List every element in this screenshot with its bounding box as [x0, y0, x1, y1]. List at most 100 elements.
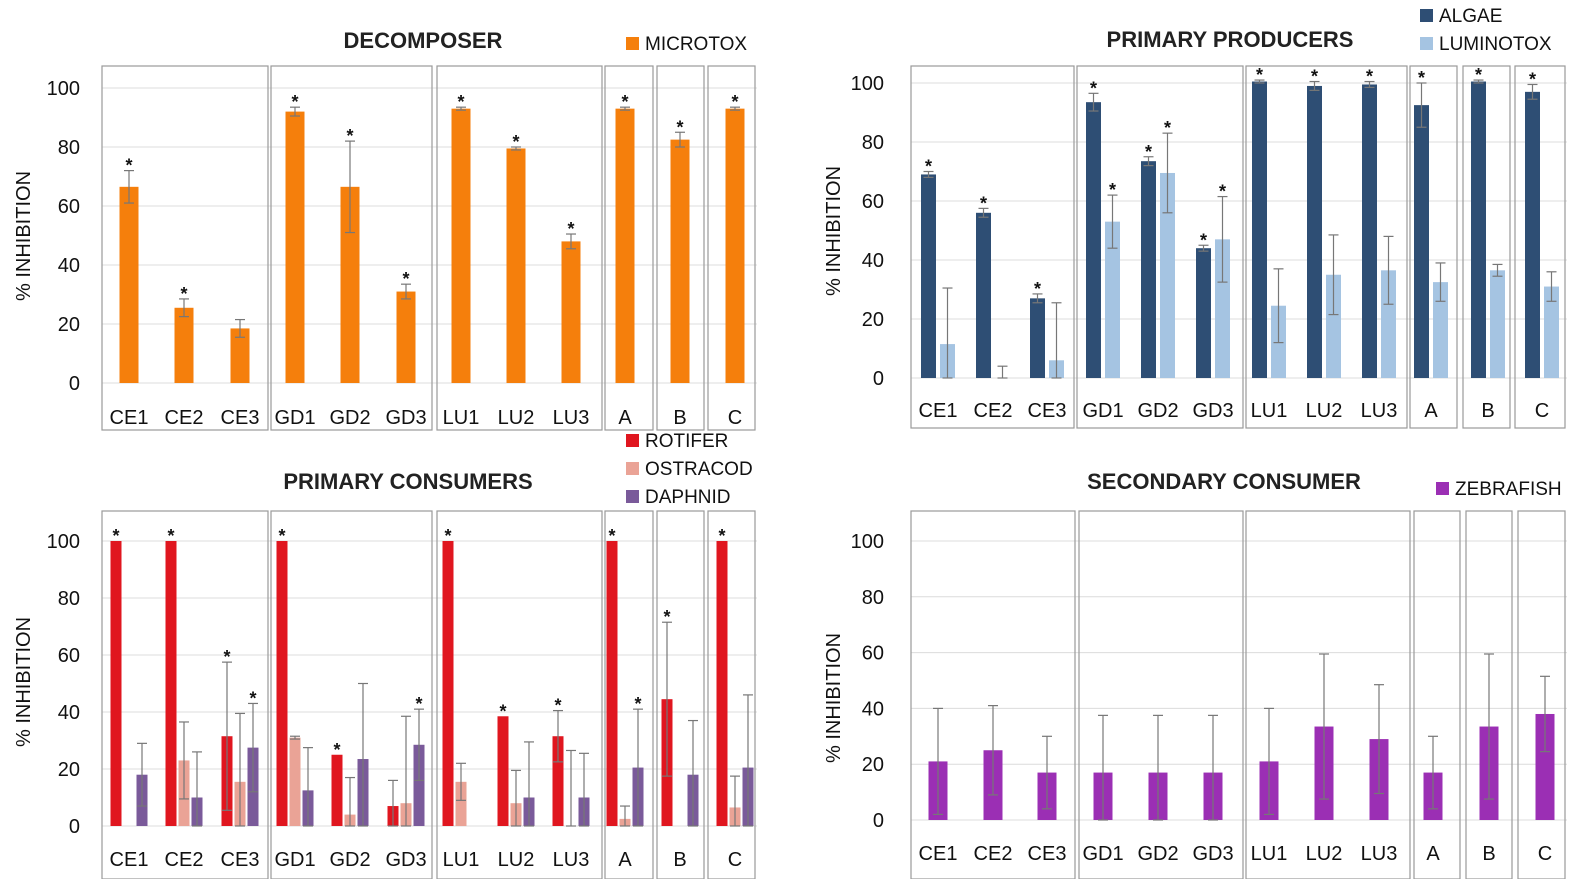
- significance-marker: *: [1109, 180, 1116, 200]
- significance-marker: *: [415, 694, 422, 714]
- significance-marker: *: [180, 284, 187, 304]
- x-tick-label: CE1: [110, 849, 149, 871]
- x-tick-label: LU1: [443, 849, 480, 871]
- y-tick-label: 20: [862, 754, 884, 776]
- x-tick-label: GD2: [1137, 843, 1178, 865]
- y-tick-label: 60: [58, 645, 80, 667]
- significance-marker: *: [608, 526, 615, 546]
- significance-marker: *: [1418, 68, 1425, 88]
- x-tick-label: LU2: [498, 407, 535, 429]
- y-tick-label: 0: [69, 373, 80, 395]
- bar: [1141, 161, 1156, 378]
- significance-marker: *: [278, 526, 285, 546]
- y-tick-label: 100: [851, 73, 884, 95]
- significance-marker: *: [512, 132, 519, 152]
- group-frame: [436, 510, 603, 879]
- group-frame: [1245, 510, 1411, 879]
- bar: [1326, 274, 1341, 378]
- significance-marker: *: [1164, 118, 1171, 138]
- group-frame: [1514, 65, 1566, 429]
- legend-swatch: [1436, 482, 1449, 495]
- bar: [615, 108, 635, 384]
- x-tick-label: C: [1535, 400, 1549, 422]
- y-tick-label: 100: [851, 531, 884, 553]
- bar: [1252, 81, 1267, 379]
- x-tick-label: CE2: [165, 849, 204, 871]
- bar: [230, 328, 250, 383]
- bar: [1362, 84, 1377, 378]
- x-tick-label: CE3: [1028, 400, 1067, 422]
- bar: [497, 716, 509, 826]
- significance-marker: *: [1529, 69, 1536, 89]
- significance-marker: *: [567, 219, 574, 239]
- significance-marker: *: [1219, 182, 1226, 202]
- legend-swatch: [626, 490, 639, 503]
- legend-label: ROTIFER: [645, 431, 728, 452]
- x-tick-label: GD1: [274, 407, 315, 429]
- x-tick-label: CE2: [974, 400, 1013, 422]
- y-tick-label: 100: [47, 78, 80, 100]
- legend-swatch: [626, 37, 639, 50]
- group-frame: [101, 65, 269, 431]
- x-tick-label: A: [618, 407, 632, 429]
- group-frame: [1413, 510, 1461, 879]
- x-tick-label: LU3: [553, 407, 590, 429]
- legend-label: OSTRACOD: [645, 459, 753, 480]
- significance-marker: *: [1034, 279, 1041, 299]
- significance-marker: *: [1200, 230, 1207, 250]
- significance-marker: *: [554, 696, 561, 716]
- group-frame: [707, 510, 756, 879]
- bar: [1160, 172, 1175, 378]
- significance-marker: *: [980, 193, 987, 213]
- y-tick-label: 60: [58, 196, 80, 218]
- x-tick-label: LU3: [553, 849, 590, 871]
- significance-marker: *: [1475, 65, 1482, 85]
- x-tick-label: CE1: [919, 400, 958, 422]
- x-tick-label: CE3: [1028, 843, 1067, 865]
- y-tick-label: 0: [69, 816, 80, 838]
- group-frame: [910, 65, 1075, 429]
- x-tick-label: CE2: [974, 843, 1013, 865]
- bar: [1471, 81, 1486, 379]
- group-frame: [1462, 65, 1511, 429]
- y-tick-label: 20: [58, 759, 80, 781]
- group-frame: [270, 510, 433, 879]
- y-tick-label: 80: [58, 137, 80, 159]
- y-tick-label: 80: [862, 132, 884, 154]
- group-frame: [656, 65, 705, 431]
- x-tick-label: A: [1424, 400, 1438, 422]
- x-tick-label: A: [618, 849, 632, 871]
- y-tick-label: 0: [873, 368, 884, 390]
- x-tick-label: C: [728, 407, 742, 429]
- bar: [921, 174, 936, 378]
- bar: [670, 139, 690, 383]
- x-tick-label: CE3: [221, 849, 260, 871]
- significance-marker: *: [731, 92, 738, 112]
- significance-marker: *: [112, 526, 119, 546]
- significance-marker: *: [167, 526, 174, 546]
- x-tick-label: B: [1482, 843, 1495, 865]
- x-tick-label: GD1: [1082, 400, 1123, 422]
- significance-marker: *: [499, 701, 506, 721]
- bar: [119, 186, 139, 383]
- y-tick-label: 80: [58, 588, 80, 610]
- bar: [396, 291, 416, 383]
- x-tick-label: CE3: [221, 407, 260, 429]
- significance-marker: *: [1256, 65, 1263, 85]
- y-tick-label: 0: [873, 810, 884, 832]
- bar: [1535, 713, 1555, 820]
- x-tick-label: LU3: [1361, 843, 1398, 865]
- y-tick-label: 20: [862, 309, 884, 331]
- significance-marker: *: [291, 92, 298, 112]
- significance-marker: *: [925, 157, 932, 177]
- significance-marker: *: [457, 92, 464, 112]
- group-frame: [707, 65, 756, 431]
- bar: [506, 148, 526, 383]
- significance-marker: *: [676, 117, 683, 137]
- y-tick-label: 40: [862, 698, 884, 720]
- bar: [725, 108, 745, 384]
- group-frame: [1078, 510, 1244, 879]
- chart-title: DECOMPOSER: [344, 28, 503, 53]
- significance-marker: *: [333, 740, 340, 760]
- y-tick-label: 60: [862, 643, 884, 665]
